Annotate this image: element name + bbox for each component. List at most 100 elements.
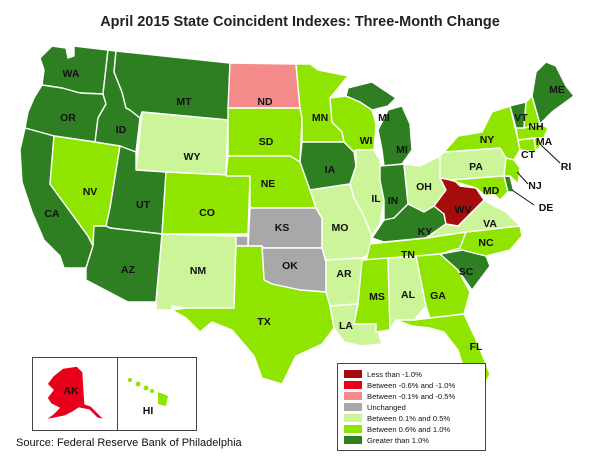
legend-label: Between -0.6% and -1.0%: [367, 380, 456, 390]
label-ne: NE: [261, 178, 276, 190]
state-co[interactable]: [161, 171, 251, 235]
legend-swatch: [344, 392, 362, 400]
label-wi: WI: [360, 135, 373, 147]
map-legend: Less than -1.0% Between -0.6% and -1.0% Be…: [337, 363, 486, 451]
label-al: AL: [401, 289, 416, 301]
label-sc: SC: [459, 266, 474, 278]
label-ri: RI: [561, 161, 572, 173]
label-id: ID: [116, 124, 127, 136]
label-mi: MI: [396, 144, 408, 156]
label-wv: WV: [455, 204, 472, 216]
state-md[interactable]: [449, 175, 509, 201]
label-nm: NM: [190, 265, 207, 277]
label-ga: GA: [430, 290, 446, 302]
hawaii-island: [143, 385, 149, 391]
hawaii-inset: HI: [116, 357, 197, 431]
hawaii-island: [135, 381, 141, 387]
label-md: MD: [483, 185, 500, 197]
hawaii-island: [128, 378, 132, 382]
label-mt: MT: [176, 96, 192, 108]
state-ak[interactable]: [44, 365, 106, 421]
label-tn: TN: [401, 249, 415, 261]
label-ar: AR: [336, 268, 352, 280]
label-mi-upper: MI: [378, 112, 390, 124]
label-in: IN: [388, 195, 399, 207]
legend-item: Between 0.6% and 1.0%: [344, 424, 450, 434]
legend-item: Between 0.1% and 0.5%: [344, 413, 450, 423]
label-ny: NY: [480, 134, 495, 146]
state-nj[interactable]: [503, 157, 521, 185]
legend-label: Greater than 1.0%: [367, 435, 430, 445]
label-co: CO: [199, 207, 215, 219]
label-or: OR: [60, 112, 76, 124]
legend-swatch: [344, 436, 362, 444]
legend-swatch: [344, 370, 362, 378]
label-ky: KY: [418, 226, 433, 238]
state-mi-upper[interactable]: [345, 81, 397, 111]
state-me[interactable]: [531, 61, 575, 125]
label-nd: ND: [257, 96, 273, 108]
label-tx: TX: [257, 316, 270, 328]
legend-swatch: [344, 381, 362, 389]
label-ms: MS: [369, 291, 385, 303]
label-la: LA: [339, 320, 353, 332]
label-il: IL: [371, 193, 381, 205]
legend-item: Between -0.1% and -0.5%: [344, 391, 455, 401]
callout-ri: [540, 144, 561, 164]
label-ut: UT: [136, 199, 151, 211]
label-pa: PA: [469, 161, 483, 173]
label-nh: NH: [528, 121, 543, 133]
label-ma: MA: [536, 136, 553, 148]
label-nc: NC: [478, 237, 494, 249]
hawaii-island: [150, 389, 154, 393]
label-nv: NV: [83, 186, 98, 198]
state-hi[interactable]: [128, 378, 168, 406]
alaska-inset: AK: [32, 357, 118, 431]
hawaii-big-island: [158, 392, 168, 406]
label-me: ME: [549, 84, 565, 96]
alaska-map: AK: [44, 365, 106, 421]
source-note: Source: Federal Reserve Bank of Philadel…: [16, 437, 242, 449]
legend-item: Less than -1.0%: [344, 369, 422, 379]
legend-item: Unchanged: [344, 402, 406, 412]
legend-label: Unchanged: [367, 402, 406, 412]
legend-item: Between -0.6% and -1.0%: [344, 380, 455, 390]
label-de: DE: [539, 202, 554, 214]
legend-label: Between 0.6% and 1.0%: [367, 424, 451, 434]
legend-label: Between 0.1% and 0.5%: [367, 413, 451, 423]
label-hi: HI: [143, 405, 154, 417]
label-va: VA: [483, 218, 497, 230]
label-wy: WY: [184, 151, 201, 163]
label-ia: IA: [325, 164, 336, 176]
state-wv[interactable]: [433, 175, 485, 227]
legend-label: Less than -1.0%: [367, 369, 422, 379]
label-vt: VT: [514, 112, 528, 124]
label-az: AZ: [121, 264, 136, 276]
legend-label: Between -0.1% and -0.5%: [367, 391, 456, 401]
state-il[interactable]: [349, 149, 385, 237]
label-sd: SD: [259, 136, 274, 148]
label-ct: CT: [521, 149, 536, 161]
legend-item: Greater than 1.0%: [344, 435, 429, 445]
label-wa: WA: [63, 68, 80, 80]
label-ks: KS: [275, 222, 290, 234]
label-ok: OK: [282, 260, 298, 272]
label-ca: CA: [44, 208, 60, 220]
label-nj: NJ: [528, 180, 542, 192]
label-mn: MN: [312, 112, 328, 124]
label-mo: MO: [332, 222, 349, 234]
state-tx[interactable]: [171, 245, 335, 385]
map-title: April 2015 State Coincident Indexes: Thr…: [100, 14, 500, 30]
callout-nj: [516, 171, 529, 185]
label-ak: AK: [63, 385, 79, 397]
legend-swatch: [344, 403, 362, 411]
label-fl: FL: [470, 341, 483, 353]
hawaii-map: HI: [128, 378, 168, 417]
legend-swatch: [344, 414, 362, 422]
state-nc[interactable]: [439, 225, 523, 257]
state-mt[interactable]: [113, 50, 231, 121]
state-wy[interactable]: [135, 111, 229, 177]
callout-de: [511, 189, 535, 206]
label-oh: OH: [416, 181, 432, 193]
legend-swatch: [344, 425, 362, 433]
